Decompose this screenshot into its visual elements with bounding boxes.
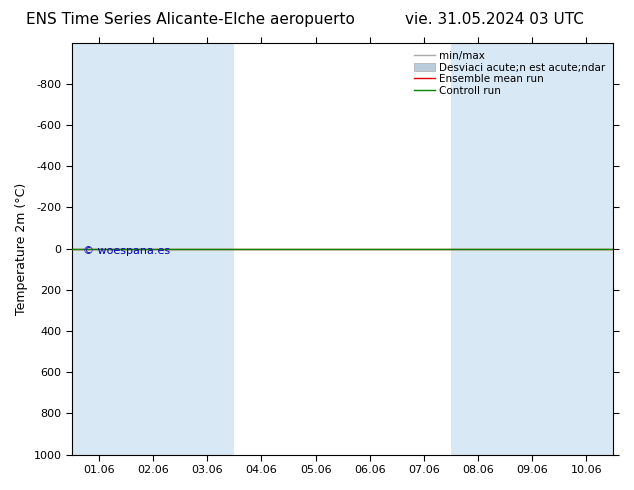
Bar [126,43,180,455]
Text: © woespana.es: © woespana.es [83,245,170,256]
Bar [72,43,126,455]
Legend: min/max, Desviaci acute;n est acute;ndar, Ensemble mean run, Controll run: min/max, Desviaci acute;n est acute;ndar… [411,48,608,99]
Text: vie. 31.05.2024 03 UTC: vie. 31.05.2024 03 UTC [405,12,584,27]
Bar [451,43,505,455]
Bar [559,43,614,455]
Y-axis label: Temperature 2m (°C): Temperature 2m (°C) [15,182,28,315]
Text: ENS Time Series Alicante-Elche aeropuerto: ENS Time Series Alicante-Elche aeropuert… [26,12,354,27]
Bar [180,43,235,455]
Bar [505,43,559,455]
